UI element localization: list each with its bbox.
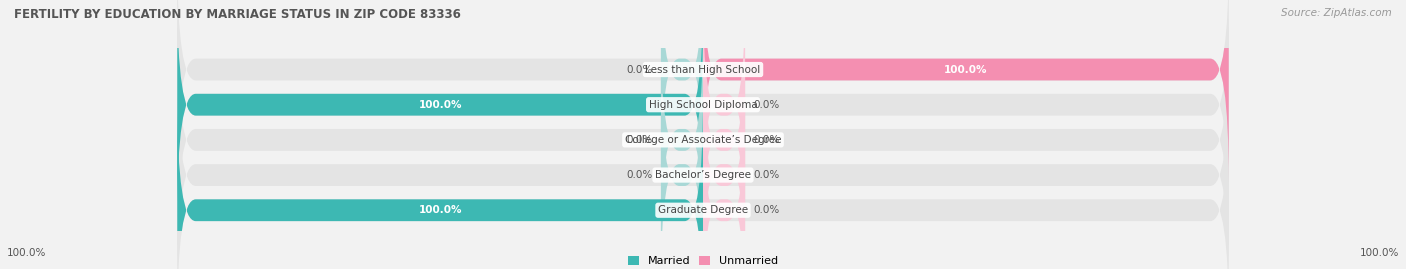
Text: 0.0%: 0.0% bbox=[754, 135, 779, 145]
FancyBboxPatch shape bbox=[661, 28, 703, 252]
Text: College or Associate’s Degree: College or Associate’s Degree bbox=[624, 135, 782, 145]
Text: 0.0%: 0.0% bbox=[627, 65, 652, 75]
Text: 0.0%: 0.0% bbox=[754, 100, 779, 110]
Text: 100.0%: 100.0% bbox=[943, 65, 987, 75]
FancyBboxPatch shape bbox=[177, 0, 703, 217]
FancyBboxPatch shape bbox=[177, 98, 1229, 269]
FancyBboxPatch shape bbox=[661, 0, 703, 182]
Text: 100.0%: 100.0% bbox=[7, 248, 46, 258]
Text: FERTILITY BY EDUCATION BY MARRIAGE STATUS IN ZIP CODE 83336: FERTILITY BY EDUCATION BY MARRIAGE STATU… bbox=[14, 8, 461, 21]
Text: Less than High School: Less than High School bbox=[645, 65, 761, 75]
Text: 100.0%: 100.0% bbox=[419, 100, 463, 110]
Text: 0.0%: 0.0% bbox=[627, 170, 652, 180]
Text: High School Diploma: High School Diploma bbox=[648, 100, 758, 110]
FancyBboxPatch shape bbox=[177, 63, 1229, 269]
FancyBboxPatch shape bbox=[177, 98, 703, 269]
Text: Graduate Degree: Graduate Degree bbox=[658, 205, 748, 215]
Text: 100.0%: 100.0% bbox=[1360, 248, 1399, 258]
Text: 0.0%: 0.0% bbox=[754, 205, 779, 215]
Text: 100.0%: 100.0% bbox=[419, 205, 463, 215]
Text: Bachelor’s Degree: Bachelor’s Degree bbox=[655, 170, 751, 180]
Text: 0.0%: 0.0% bbox=[754, 170, 779, 180]
FancyBboxPatch shape bbox=[661, 63, 703, 269]
FancyBboxPatch shape bbox=[177, 0, 1229, 217]
Text: 0.0%: 0.0% bbox=[627, 135, 652, 145]
FancyBboxPatch shape bbox=[177, 28, 1229, 252]
FancyBboxPatch shape bbox=[177, 0, 1229, 182]
FancyBboxPatch shape bbox=[703, 0, 1229, 182]
FancyBboxPatch shape bbox=[703, 0, 745, 217]
FancyBboxPatch shape bbox=[703, 63, 745, 269]
Text: Source: ZipAtlas.com: Source: ZipAtlas.com bbox=[1281, 8, 1392, 18]
FancyBboxPatch shape bbox=[703, 98, 745, 269]
FancyBboxPatch shape bbox=[703, 28, 745, 252]
Legend: Married, Unmarried: Married, Unmarried bbox=[627, 256, 779, 266]
